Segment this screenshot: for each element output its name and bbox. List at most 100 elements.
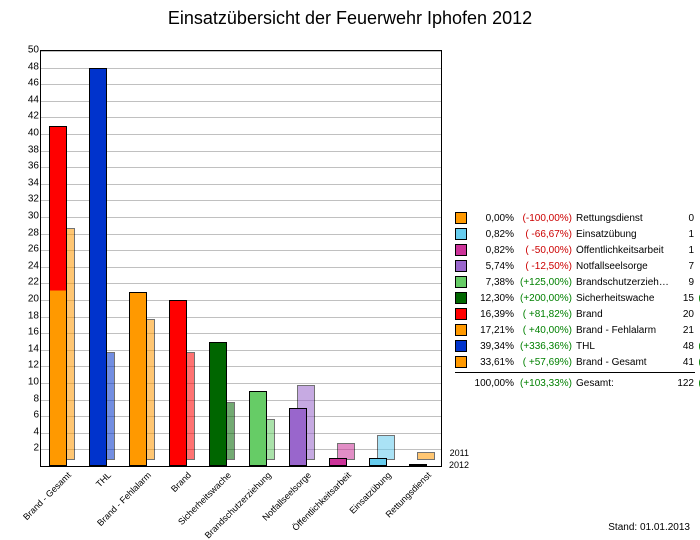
- bar-2012-brand: [169, 300, 187, 466]
- year-label-back: 2011: [450, 448, 469, 458]
- bar-2012-thl: [89, 68, 107, 466]
- legend-change: ( -66,67%): [514, 229, 572, 240]
- legend-row: 16,39%( +81,82%)Brand20( +9): [455, 306, 695, 322]
- y-tick: 38: [15, 144, 39, 155]
- legend-value: 9: [674, 277, 694, 288]
- legend-value: 15: [674, 293, 694, 304]
- bar-2012-einsatzuebung: [369, 458, 387, 466]
- y-tick: 46: [15, 78, 39, 89]
- legend-value: 122: [674, 378, 694, 389]
- legend-row: 39,34%(+336,36%)THL48(+37): [455, 338, 695, 354]
- legend-value: 1: [674, 245, 694, 256]
- legend-name: Einsatzübung: [576, 229, 674, 240]
- legend-name: Sicherheitswache: [576, 293, 674, 304]
- legend-row: 5,74%( -12,50%)Notfallseelsorge7( -1): [455, 258, 695, 274]
- y-tick: 22: [15, 277, 39, 288]
- legend-pct: 17,21%: [472, 325, 514, 336]
- legend-name: Öffentlichkeitsarbeit: [576, 245, 674, 256]
- bar-2012-sicherheitswache: [209, 342, 227, 467]
- legend-row: 17,21%( +40,00%)Brand - Fehlalarm21( +6): [455, 322, 695, 338]
- y-tick: 30: [15, 211, 39, 222]
- legend-row: 0,00%(-100,00%)Rettungsdienst0( -1): [455, 210, 695, 226]
- y-tick: 4: [15, 426, 39, 437]
- legend-swatch: [455, 212, 467, 224]
- legend-change: (+125,00%): [514, 277, 572, 288]
- legend: 0,00%(-100,00%)Rettungsdienst0( -1)0,82%…: [455, 210, 695, 391]
- plot-area: 2011 2012: [40, 50, 442, 467]
- legend-delta: (+62): [694, 378, 700, 389]
- legend-swatch: [455, 292, 467, 304]
- legend-change: ( +81,82%): [514, 309, 572, 320]
- legend-value: 41: [674, 357, 694, 368]
- y-tick: 24: [15, 260, 39, 271]
- legend-value: 48: [674, 341, 694, 352]
- legend-swatch: [455, 356, 467, 368]
- bar-2012-oeffentlichkeit: [329, 458, 347, 466]
- legend-pct: 39,34%: [472, 341, 514, 352]
- legend-delta: (+37): [694, 341, 700, 352]
- legend-name: THL: [576, 341, 674, 352]
- footer-date: Stand: 01.01.2013: [608, 522, 690, 533]
- legend-row: 12,30%(+200,00%)Sicherheitswache15(+10): [455, 290, 695, 306]
- legend-name: Brand - Gesamt: [576, 357, 674, 368]
- x-label-brand: Brand: [169, 470, 193, 494]
- y-tick: 6: [15, 410, 39, 421]
- legend-swatch: [455, 244, 467, 256]
- legend-swatch: [455, 308, 467, 320]
- bar-2012-brand_gesamt: [49, 126, 67, 466]
- y-axis: 2468101214161820222426283032343638404244…: [15, 50, 39, 465]
- legend-value: 20: [674, 309, 694, 320]
- legend-value: 7: [674, 261, 694, 272]
- legend-pct: 0,82%: [472, 229, 514, 240]
- y-tick: 44: [15, 94, 39, 105]
- legend-delta: ( +9): [694, 309, 700, 320]
- legend-change: (+200,00%): [514, 293, 572, 304]
- legend-change: (-100,00%): [514, 213, 572, 224]
- legend-change: ( -12,50%): [514, 261, 572, 272]
- legend-value: 0: [674, 213, 694, 224]
- y-tick: 26: [15, 244, 39, 255]
- legend-pct: 7,38%: [472, 277, 514, 288]
- legend-value: 21: [674, 325, 694, 336]
- legend-delta: ( -1): [694, 245, 700, 256]
- year-label-front: 2012: [449, 460, 469, 470]
- legend-delta: ( +6): [694, 325, 700, 336]
- x-label-brand_gesamt: Brand - Gesamt: [21, 470, 73, 522]
- y-tick: 28: [15, 227, 39, 238]
- legend-pct: 12,30%: [472, 293, 514, 304]
- legend-change: (+336,36%): [514, 341, 572, 352]
- legend-name: Brandschutzerziehung: [576, 277, 674, 288]
- y-tick: 34: [15, 177, 39, 188]
- legend-swatch: [455, 260, 467, 272]
- bar-2012-notfallseelsorge: [289, 408, 307, 466]
- x-axis-labels: Brand - GesamtTHLBrand - FehlalarmBrandS…: [40, 468, 440, 528]
- legend-name: Gesamt:: [576, 378, 674, 389]
- legend-swatch: [455, 276, 467, 288]
- legend-pct: 33,61%: [472, 357, 514, 368]
- legend-name: Brand: [576, 309, 674, 320]
- chart-title: Einsatzübersicht der Feuerwehr Iphofen 2…: [0, 0, 700, 29]
- legend-total: 100,00%(+103,33%)Gesamt:122(+62): [455, 372, 695, 391]
- legend-pct: 100,00%: [472, 378, 514, 389]
- legend-delta: ( -2): [694, 229, 700, 240]
- bar-2012-rettungsdienst: [409, 464, 427, 466]
- y-tick: 42: [15, 111, 39, 122]
- y-tick: 8: [15, 393, 39, 404]
- legend-row: 0,82%( -50,00%)Öffentlichkeitsarbeit1( -…: [455, 242, 695, 258]
- legend-delta: (+10): [694, 293, 700, 304]
- y-tick: 48: [15, 61, 39, 72]
- bars-layer: [41, 51, 441, 466]
- legend-swatch: [455, 340, 467, 352]
- chart-container: Einsatzübersicht der Feuerwehr Iphofen 2…: [0, 0, 700, 537]
- y-tick: 32: [15, 194, 39, 205]
- legend-name: Rettungsdienst: [576, 213, 674, 224]
- legend-change: ( +57,69%): [514, 357, 572, 368]
- x-label-thl: THL: [94, 470, 113, 489]
- legend-delta: (+15): [694, 357, 700, 368]
- legend-pct: 0,00%: [472, 213, 514, 224]
- bar-2012-brand_fehlalarm: [129, 292, 147, 466]
- x-label-brandschutzerziehung: Brandschutzerziehung: [203, 470, 273, 540]
- y-tick: 20: [15, 294, 39, 305]
- bar-2011-rettungsdienst: [417, 452, 435, 460]
- y-tick: 10: [15, 377, 39, 388]
